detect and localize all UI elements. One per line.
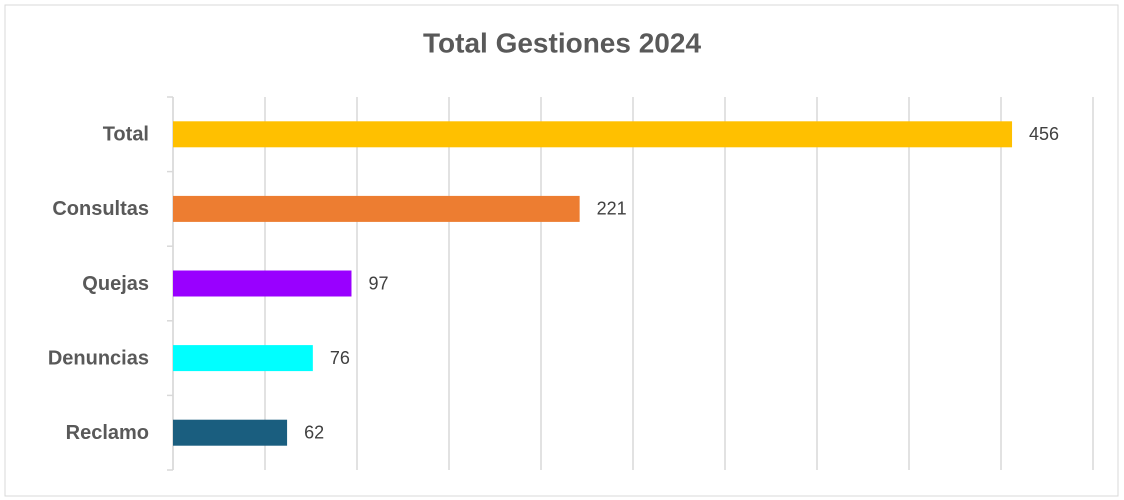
bar	[173, 419, 288, 446]
value-label: 76	[330, 348, 350, 368]
value-label: 97	[368, 273, 388, 293]
y-tick-label: Total	[103, 124, 149, 146]
y-tick-label: Quejas	[82, 273, 149, 295]
value-label: 62	[304, 422, 324, 442]
y-tick-label: Denuncias	[48, 347, 149, 369]
y-tick-label: Reclamo	[66, 422, 149, 444]
value-label: 456	[1029, 124, 1059, 144]
value-label: 221	[597, 199, 627, 219]
bar	[173, 195, 580, 222]
bar	[173, 121, 1013, 148]
bar	[173, 270, 352, 297]
chart-title: Total Gestiones 2024	[423, 27, 701, 58]
y-tick-label: Consultas	[52, 198, 149, 220]
bar	[173, 345, 313, 372]
chart-border	[4, 4, 1119, 497]
